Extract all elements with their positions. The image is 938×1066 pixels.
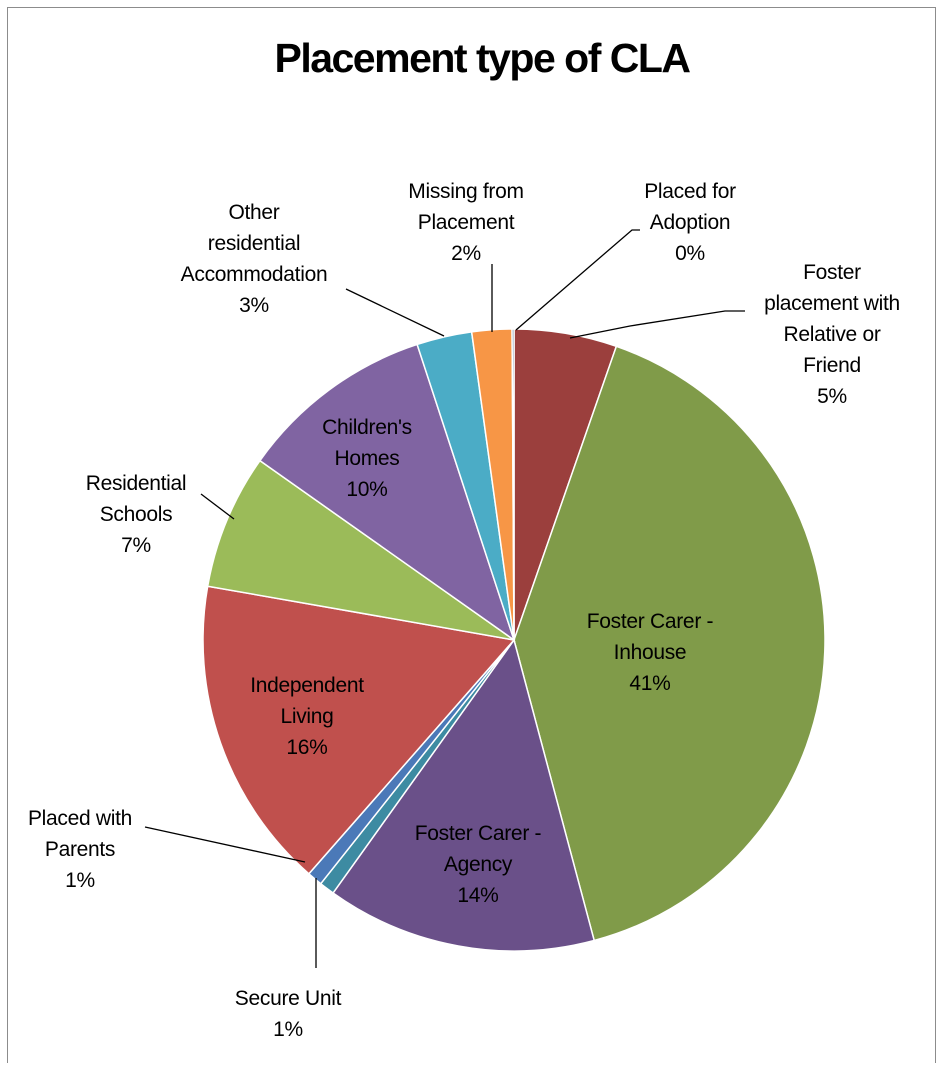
slice-percent-label: 5% — [817, 385, 847, 408]
slice-name-label: Parents — [45, 838, 115, 861]
slice-label: Foster Carer - Agency 14% — [415, 822, 542, 907]
slice-name-label: Children's — [322, 416, 412, 439]
slice-labels: Foster placement with Relative or Friend 5%F… — [28, 180, 900, 1041]
slice-name-label: Foster — [803, 261, 861, 284]
slice-name-label: Foster Carer - — [415, 822, 542, 845]
leader-lines — [144, 229, 745, 968]
leader-line — [200, 493, 235, 520]
slice-name-label: Secure Unit — [235, 987, 342, 1010]
slice-name-label: Agency — [444, 853, 513, 876]
pie-slice — [258, 343, 516, 642]
slice-name-label: placement with — [764, 292, 900, 315]
slice-label: Foster placement with Relative or Friend 5% — [764, 261, 900, 408]
pie-slice — [202, 585, 516, 875]
slice-name-label: Placed with — [28, 807, 132, 830]
slice-name-label: Friend — [803, 354, 861, 377]
slice-name-label: Residential — [86, 472, 187, 495]
pie-slice — [513, 345, 826, 942]
slice-name-label: Inhouse — [614, 641, 687, 664]
slice-name-label: Accommodation — [181, 263, 328, 286]
leader-line — [144, 826, 306, 863]
leader-line — [569, 310, 745, 339]
slice-name-label: Foster Carer - — [587, 610, 714, 633]
slice-percent-label: 7% — [121, 534, 151, 557]
slice-name-label: Relative or — [783, 323, 880, 346]
slice-percent-label: 10% — [346, 478, 387, 501]
leader-line — [345, 288, 445, 337]
slice-percent-label: 14% — [457, 884, 498, 907]
slice-percent-label: 0% — [675, 242, 705, 265]
pie-slice — [332, 638, 596, 952]
slice-percent-label: 16% — [286, 736, 327, 759]
slice-label: Independent Living 16% — [250, 674, 364, 759]
slice-name-label: Placement — [418, 211, 515, 234]
slice-name-label: Schools — [100, 503, 173, 526]
slice-percent-label: 2% — [451, 242, 481, 265]
slice-label: Foster Carer - Inhouse 41% — [587, 610, 714, 695]
slice-percent-label: 3% — [239, 294, 269, 317]
slice-label: Secure Unit 1% — [235, 987, 342, 1041]
slice-name-label: Living — [280, 705, 333, 728]
chart-frame — [7, 7, 936, 1063]
slice-name-label: Placed for — [644, 180, 736, 203]
slice-name-label: Homes — [334, 447, 399, 470]
slice-percent-label: 41% — [629, 672, 670, 695]
leader-line — [515, 229, 640, 331]
pie-slices — [202, 328, 826, 952]
slice-name-label: Missing from — [408, 180, 523, 203]
slice-name-label: Independent — [250, 674, 364, 697]
slice-label: Children's Homes 10% — [322, 416, 412, 501]
slice-name-label: residential — [208, 232, 300, 255]
slice-name-label: Other — [228, 201, 279, 224]
chart-title: Placement type of CLA — [274, 35, 690, 81]
slice-label: Other residential Accommodation 3% — [181, 201, 328, 317]
slice-name-label: Adoption — [650, 211, 731, 234]
pie-slice — [511, 328, 515, 641]
slice-percent-label: 1% — [273, 1018, 303, 1041]
slice-label: Residential Schools 7% — [86, 472, 187, 557]
slice-percent-label: 1% — [65, 869, 95, 892]
slice-label: Placed with Parents 1% — [28, 807, 132, 892]
slice-label: Missing from Placement 2% — [408, 180, 523, 265]
pie-slice — [206, 459, 515, 641]
slice-label: Placed for Adoption 0% — [644, 180, 736, 265]
